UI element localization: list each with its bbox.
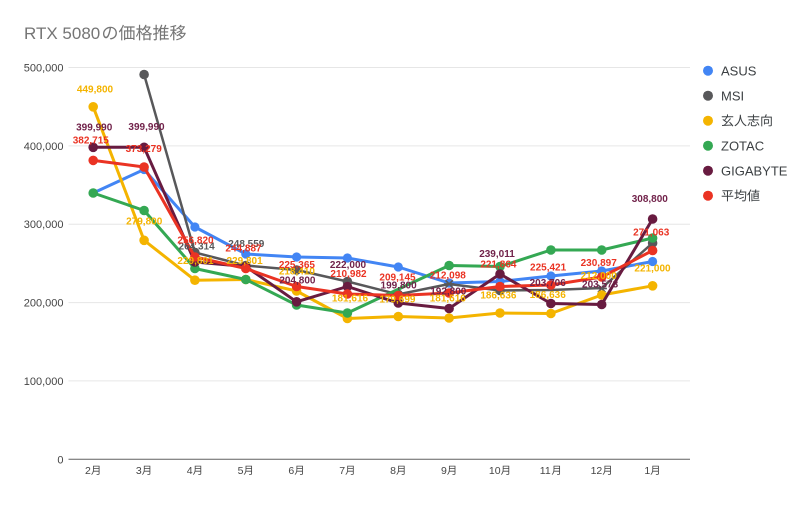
svg-text:12: 12 — [591, 465, 603, 477]
svg-text:399,990: 399,990 — [128, 122, 165, 133]
svg-text:186,636: 186,636 — [530, 290, 567, 301]
svg-text:373,279: 373,279 — [126, 144, 163, 155]
svg-text:203,706: 203,706 — [530, 278, 567, 289]
svg-text:203,573: 203,573 — [582, 280, 619, 291]
svg-text:400,000: 400,000 — [24, 141, 64, 153]
svg-text:225,421: 225,421 — [530, 262, 567, 273]
svg-text:179,699: 179,699 — [379, 295, 416, 306]
svg-text:9: 9 — [441, 465, 447, 477]
svg-text:200,000: 200,000 — [24, 298, 64, 310]
svg-text:11: 11 — [540, 465, 551, 477]
svg-text:181,616: 181,616 — [332, 293, 369, 304]
svg-text:271,063: 271,063 — [633, 228, 670, 239]
svg-text:0: 0 — [57, 454, 63, 466]
svg-text:279,800: 279,800 — [126, 217, 163, 228]
svg-text:ZOTAC: ZOTAC — [721, 138, 764, 153]
svg-text:222,000: 222,000 — [330, 260, 367, 271]
svg-text:382,715: 382,715 — [73, 136, 110, 147]
svg-text:204,800: 204,800 — [279, 275, 316, 286]
svg-text:244,887: 244,887 — [225, 244, 262, 255]
svg-text:399,990: 399,990 — [76, 123, 113, 134]
svg-text:239,011: 239,011 — [479, 249, 515, 260]
svg-text:7: 7 — [339, 465, 345, 477]
svg-text:2: 2 — [85, 465, 91, 477]
svg-text:300,000: 300,000 — [24, 219, 64, 231]
svg-text:225,365: 225,365 — [279, 260, 316, 271]
svg-text:199,800: 199,800 — [381, 281, 418, 292]
svg-text:8: 8 — [390, 465, 396, 477]
svg-text:192,800: 192,800 — [430, 287, 467, 298]
svg-text:221,000: 221,000 — [634, 263, 671, 274]
svg-text:3: 3 — [136, 465, 142, 477]
svg-text:MSI: MSI — [721, 88, 744, 103]
svg-text:210,982: 210,982 — [330, 269, 367, 280]
svg-text:221,864: 221,864 — [480, 260, 517, 271]
svg-text:GIGABYTE: GIGABYTE — [721, 163, 788, 178]
svg-text:500,000: 500,000 — [24, 63, 64, 75]
svg-text:209,145: 209,145 — [379, 272, 416, 283]
svg-text:6: 6 — [288, 465, 294, 477]
svg-text:218,410: 218,410 — [279, 267, 316, 278]
svg-text:186,636: 186,636 — [480, 290, 517, 301]
svg-text:RTX 5080: RTX 5080 — [24, 24, 100, 43]
svg-text:230,897: 230,897 — [581, 258, 618, 269]
svg-text:100,000: 100,000 — [24, 376, 64, 388]
svg-text:229,801: 229,801 — [227, 256, 264, 267]
svg-text:5: 5 — [238, 465, 244, 477]
svg-text:308,800: 308,800 — [632, 194, 669, 205]
svg-text:1: 1 — [644, 465, 650, 477]
svg-text:212,000: 212,000 — [581, 271, 618, 282]
svg-text:10: 10 — [489, 465, 501, 477]
svg-text:4: 4 — [187, 465, 193, 477]
svg-text:ASUS: ASUS — [721, 63, 757, 78]
svg-text:256,820: 256,820 — [177, 236, 214, 247]
svg-text:181,616: 181,616 — [430, 294, 467, 305]
svg-text:264,314: 264,314 — [179, 242, 216, 253]
svg-text:449,800: 449,800 — [77, 85, 114, 96]
svg-text:229,801: 229,801 — [177, 256, 214, 267]
svg-text:248,559: 248,559 — [228, 239, 265, 250]
svg-text:212,098: 212,098 — [430, 270, 467, 281]
